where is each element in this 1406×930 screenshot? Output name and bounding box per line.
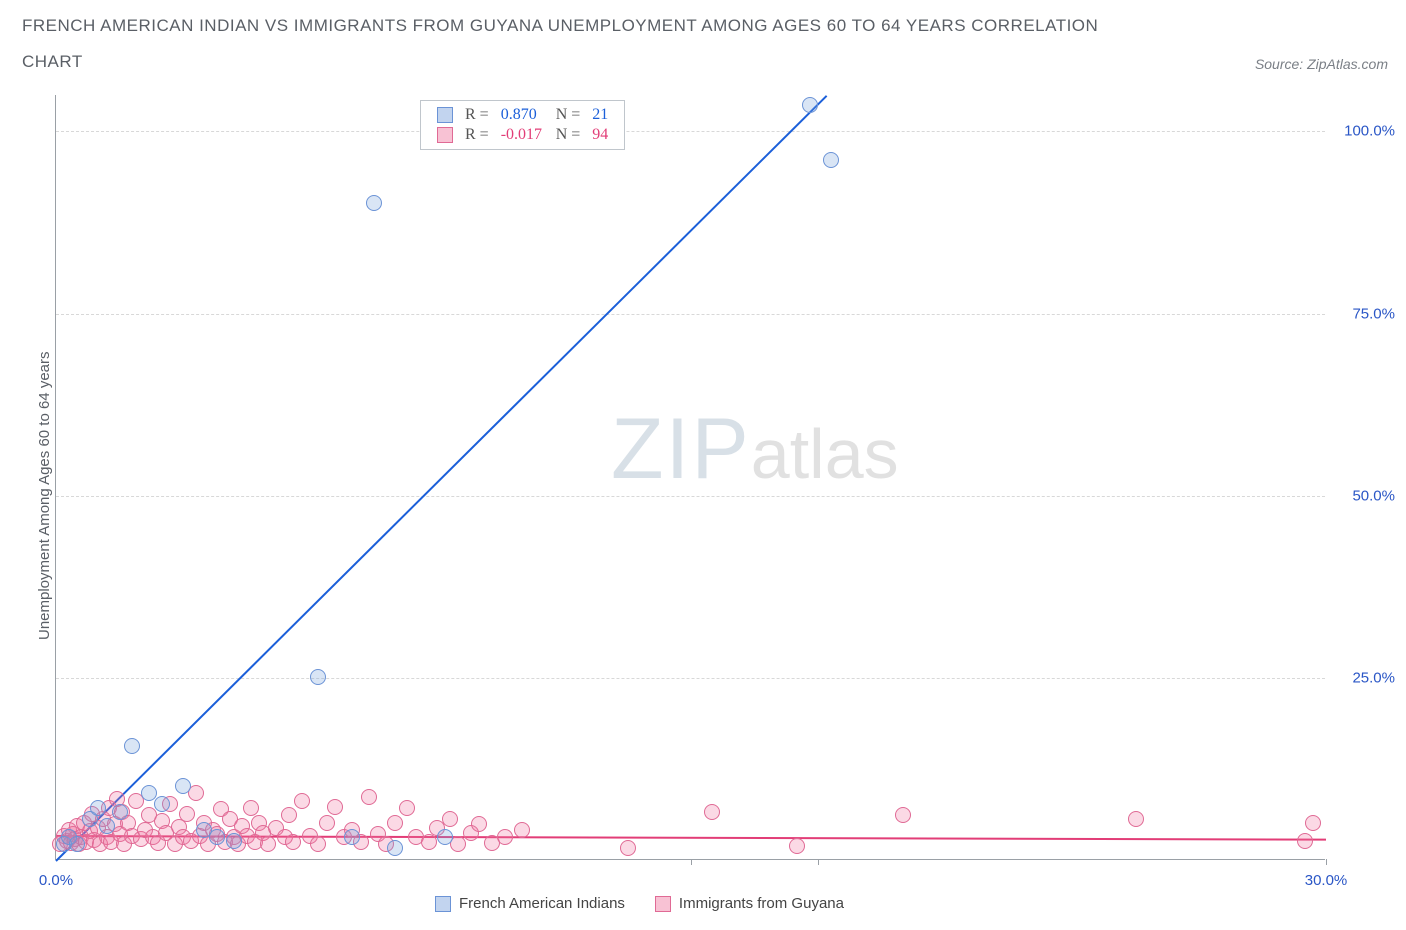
scatter-point-pink <box>1297 833 1313 849</box>
gridline <box>56 678 1325 679</box>
scatter-point-pink <box>895 807 911 823</box>
legend-correlation-box: R = 0.870 N = 21 R = -0.017 N = 94 <box>420 100 625 150</box>
y-tick-label: 75.0% <box>1335 305 1395 322</box>
scatter-point-blue <box>99 818 115 834</box>
series-label-pink: Immigrants from Guyana <box>679 895 844 912</box>
y-axis-label: Unemployment Among Ages 60 to 64 years <box>36 351 53 640</box>
scatter-point-pink <box>281 807 297 823</box>
scatter-point-pink <box>1305 815 1321 831</box>
scatter-point-pink <box>179 806 195 822</box>
scatter-point-blue <box>175 778 191 794</box>
watermark-atlas: atlas <box>751 415 899 493</box>
y-tick-label: 50.0% <box>1335 487 1395 504</box>
scatter-point-blue <box>387 840 403 856</box>
y-tick-label: 25.0% <box>1335 669 1395 686</box>
r-label: R = <box>459 105 495 125</box>
scatter-point-pink <box>361 789 377 805</box>
scatter-point-blue <box>69 836 85 852</box>
plot-area: ZIPatlas 25.0%50.0%75.0%100.0%0.0%30.0% <box>55 95 1325 860</box>
scatter-point-pink <box>620 840 636 856</box>
scatter-point-pink <box>471 816 487 832</box>
r-label: R = <box>459 125 495 145</box>
scatter-point-blue <box>437 829 453 845</box>
scatter-point-blue <box>90 800 106 816</box>
x-tick-mark <box>818 859 819 865</box>
scatter-point-pink <box>387 815 403 831</box>
legend-item-pink: Immigrants from Guyana <box>655 895 844 912</box>
r-value-pink: -0.017 <box>495 125 550 145</box>
scatter-point-blue <box>209 829 225 845</box>
scatter-point-pink <box>497 829 513 845</box>
swatch-pink-icon <box>437 127 453 143</box>
scatter-point-pink <box>789 838 805 854</box>
trendline-blue <box>55 95 827 861</box>
gridline <box>56 496 1325 497</box>
scatter-point-blue <box>154 796 170 812</box>
scatter-point-pink <box>442 811 458 827</box>
watermark: ZIPatlas <box>611 400 899 499</box>
scatter-point-pink <box>399 800 415 816</box>
x-tick-mark <box>1326 859 1327 865</box>
scatter-point-blue <box>226 833 242 849</box>
n-value-pink: 94 <box>586 125 614 145</box>
series-label-blue: French American Indians <box>459 895 625 912</box>
n-label: N = <box>550 105 587 125</box>
scatter-point-blue <box>112 804 128 820</box>
scatter-point-pink <box>260 836 276 852</box>
scatter-point-blue <box>366 195 382 211</box>
r-value-blue: 0.870 <box>495 105 550 125</box>
n-value-blue: 21 <box>586 105 614 125</box>
x-tick-mark <box>691 859 692 865</box>
x-tick-label: 0.0% <box>39 872 73 889</box>
scatter-point-pink <box>294 793 310 809</box>
chart-title-line1: FRENCH AMERICAN INDIAN VS IMMIGRANTS FRO… <box>22 16 1098 36</box>
legend-item-blue: French American Indians <box>435 895 625 912</box>
y-tick-label: 100.0% <box>1335 123 1395 140</box>
scatter-point-blue <box>310 669 326 685</box>
scatter-point-blue <box>823 152 839 168</box>
x-tick-label: 30.0% <box>1305 872 1348 889</box>
scatter-point-blue <box>124 738 140 754</box>
gridline <box>56 131 1325 132</box>
legend-series: French American Indians Immigrants from … <box>435 895 844 912</box>
legend-row-blue: R = 0.870 N = 21 <box>431 105 614 125</box>
swatch-blue-icon <box>437 107 453 123</box>
scatter-point-pink <box>285 834 301 850</box>
scatter-point-pink <box>514 822 530 838</box>
scatter-point-pink <box>704 804 720 820</box>
scatter-point-blue <box>344 829 360 845</box>
scatter-point-pink <box>1128 811 1144 827</box>
source-attribution: Source: ZipAtlas.com <box>1255 56 1388 72</box>
watermark-zip: ZIP <box>611 401 751 497</box>
n-label: N = <box>550 125 587 145</box>
gridline <box>56 314 1325 315</box>
legend-row-pink: R = -0.017 N = 94 <box>431 125 614 145</box>
scatter-point-blue <box>802 97 818 113</box>
scatter-point-pink <box>319 815 335 831</box>
swatch-blue-icon <box>435 896 451 912</box>
swatch-pink-icon <box>655 896 671 912</box>
chart-title-line2: CHART <box>22 52 83 72</box>
scatter-point-pink <box>310 836 326 852</box>
scatter-point-pink <box>327 799 343 815</box>
chart-container: FRENCH AMERICAN INDIAN VS IMMIGRANTS FRO… <box>0 0 1406 930</box>
scatter-point-pink <box>243 800 259 816</box>
